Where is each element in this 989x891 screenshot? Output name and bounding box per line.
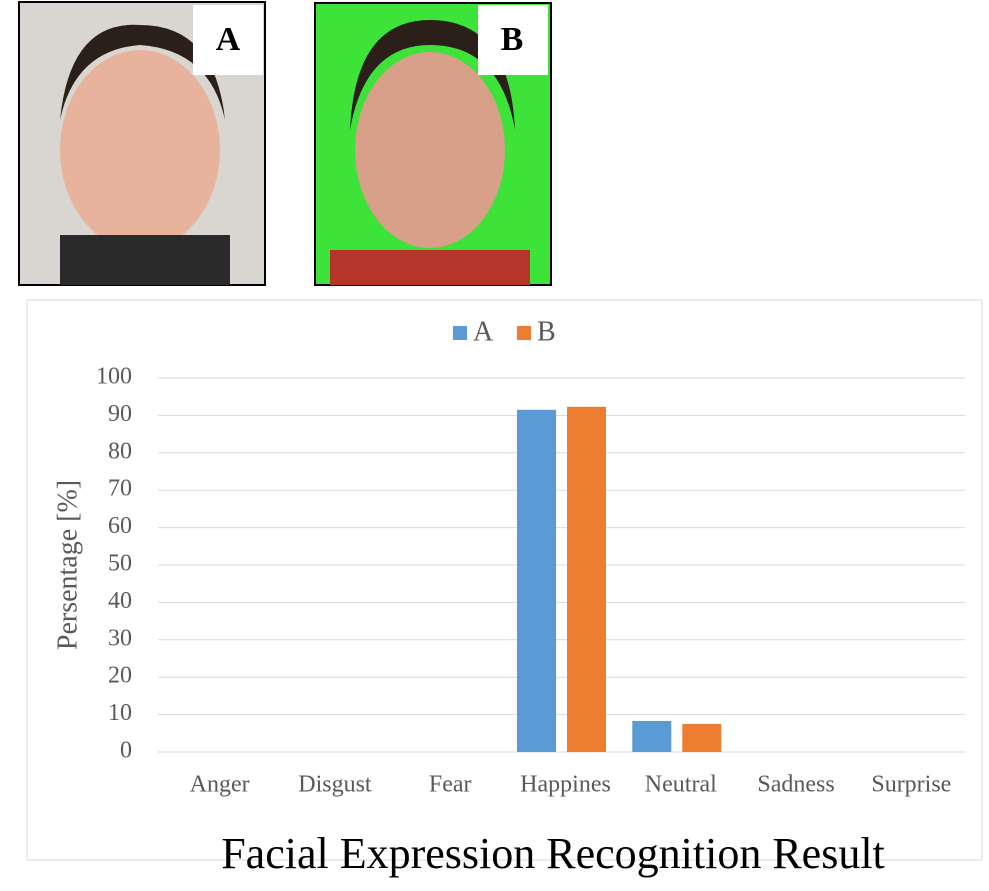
x-tick-label: Surprise — [871, 772, 951, 798]
y-tick-label: 60 — [108, 513, 132, 539]
x-tick-label: Sadness — [757, 772, 834, 798]
y-tick-label: 0 — [120, 738, 132, 764]
legend-swatch — [517, 326, 531, 340]
figure: A B Persentage [%] Facial Expression Rec… — [0, 0, 989, 886]
y-axis-label: Persentage [%] — [52, 480, 83, 650]
y-tick-label: 20 — [108, 663, 132, 689]
y-tick-label: 40 — [108, 588, 132, 614]
photo-b: B — [315, 3, 551, 285]
y-tick-label: 100 — [96, 364, 132, 390]
x-tick-label: Disgust — [298, 772, 372, 798]
x-tick-label: Anger — [190, 772, 250, 798]
y-tick-label: 90 — [108, 401, 132, 427]
x-tick-label: Neutral — [645, 772, 717, 798]
y-tick-label: 80 — [108, 438, 132, 464]
bar — [517, 410, 556, 752]
bar — [682, 724, 721, 752]
legend-swatch — [453, 326, 467, 340]
legend-label: A — [473, 316, 494, 347]
x-tick-label: Happines — [520, 772, 611, 798]
chart-title: Facial Expression Recognition Result — [221, 829, 885, 878]
y-tick-label: 50 — [108, 551, 132, 577]
photo-label: B — [501, 21, 524, 58]
photo-label: A — [216, 21, 241, 58]
legend-label: B — [537, 316, 556, 347]
y-tick-label: 10 — [108, 700, 132, 726]
bar — [567, 407, 606, 752]
bar — [632, 721, 671, 752]
x-tick-label: Fear — [429, 772, 472, 798]
photo-a: A — [19, 2, 265, 285]
y-tick-label: 30 — [108, 625, 132, 651]
chart-frame — [27, 300, 982, 860]
y-tick-label: 70 — [108, 476, 132, 502]
